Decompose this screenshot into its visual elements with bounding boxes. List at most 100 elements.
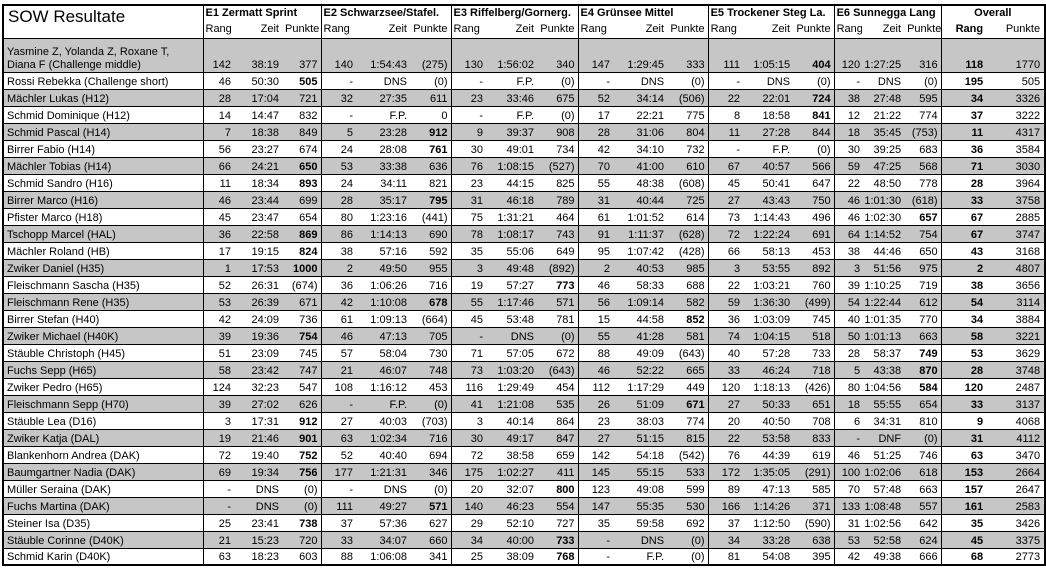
- time-cell: 40:53: [612, 258, 671, 276]
- overall-rank-cell: 71: [940, 156, 992, 174]
- time-cell: 1:08:48: [862, 496, 908, 514]
- points-cell: 690: [413, 224, 452, 242]
- subheader-rang: Rang: [320, 23, 355, 38]
- points-cell: 749: [907, 343, 942, 361]
- time-cell: 1:03:09: [742, 309, 797, 327]
- rank-cell: 100: [833, 462, 863, 480]
- rank-cell: 24: [320, 139, 355, 157]
- time-cell: 14:47: [233, 105, 285, 123]
- rank-cell: 46: [320, 326, 355, 344]
- time-cell: 46:18: [485, 190, 541, 208]
- points-cell: 821: [413, 173, 452, 191]
- time-cell: 23:09: [233, 343, 285, 361]
- time-cell: 40:44: [612, 190, 671, 208]
- time-cell: 44:15: [485, 173, 541, 191]
- time-cell: F.P.: [355, 394, 413, 412]
- table-row: Pfister Marco (H18) 45 23:47 654 80 1:23:16 (4…: [3, 207, 1046, 225]
- points-cell: 341: [413, 547, 452, 565]
- table-row: Fuchs Martina (DAK) - DNS (0) 111 49:27 571 140…: [3, 496, 1046, 514]
- points-cell: 582: [670, 292, 709, 310]
- overall-points-cell: 2773: [991, 547, 1046, 565]
- subheader-punkte: Punkte: [540, 23, 575, 35]
- time-cell: 17:31: [233, 411, 285, 429]
- subheader-rang: Rang: [450, 23, 486, 38]
- time-cell: 1:36:30: [742, 292, 797, 310]
- rank-cell: 32: [320, 88, 355, 106]
- event-header-e1: E1 Zermatt Sprint: [202, 5, 321, 23]
- points-cell: 738: [285, 513, 321, 531]
- points-cell: 603: [285, 547, 321, 565]
- rank-cell: 41: [450, 394, 486, 412]
- time-cell: 24:21: [233, 156, 285, 174]
- points-cell: (0): [907, 428, 942, 446]
- rank-cell: 54: [833, 292, 863, 310]
- time-cell: 58:37: [862, 343, 908, 361]
- points-cell: 554: [540, 496, 579, 514]
- overall-rank-cell: 35: [940, 513, 992, 531]
- rank-cell: 15: [577, 309, 613, 327]
- subheader-rang: Rang: [707, 23, 743, 38]
- points-cell: 675: [540, 88, 579, 106]
- overall-rank-cell: 31: [940, 428, 992, 446]
- rank-cell: 69: [202, 462, 233, 480]
- rank-cell: 52: [202, 275, 233, 293]
- rank-cell: 142: [577, 445, 613, 463]
- points-cell: 453: [796, 241, 835, 259]
- points-cell: (0): [540, 105, 579, 123]
- time-cell: 57:36: [355, 513, 413, 531]
- time-cell: 1:08:17: [485, 224, 541, 242]
- overall-points-cell: 3656: [991, 275, 1046, 293]
- rank-cell: 72: [202, 445, 233, 463]
- time-cell: 50:41: [742, 173, 797, 191]
- time-cell: 26:39: [233, 292, 285, 310]
- rank-cell: 3: [450, 258, 486, 276]
- overall-points-cell: 4317: [991, 122, 1046, 140]
- points-cell: 727: [540, 513, 579, 531]
- time-cell: 31:06: [612, 122, 671, 140]
- rank-cell: 89: [707, 479, 743, 497]
- rank-cell: -: [202, 496, 233, 514]
- time-cell: DNS: [742, 71, 797, 89]
- time-cell: 1:02:30: [862, 207, 908, 225]
- time-cell: 34:10: [612, 139, 671, 157]
- time-cell: 17:04: [233, 88, 285, 106]
- time-cell: 46:07: [355, 360, 413, 378]
- points-cell: (618): [907, 190, 942, 208]
- points-cell: 627: [413, 513, 452, 531]
- points-cell: 810: [907, 411, 942, 429]
- points-cell: 724: [796, 88, 835, 106]
- time-cell: 35:17: [355, 190, 413, 208]
- rank-cell: 145: [577, 462, 613, 480]
- rank-cell: 53: [320, 156, 355, 174]
- time-cell: 44:46: [862, 241, 908, 259]
- time-cell: DNS: [233, 479, 285, 497]
- rank-cell: 55: [577, 173, 613, 191]
- points-cell: 1000: [285, 258, 321, 276]
- points-cell: 568: [907, 156, 942, 174]
- points-cell: 683: [907, 139, 942, 157]
- points-cell: (426): [796, 377, 835, 395]
- time-cell: 51:25: [862, 445, 908, 463]
- points-cell: 654: [907, 394, 942, 412]
- rank-cell: 111: [707, 37, 743, 72]
- points-cell: (628): [670, 224, 709, 242]
- points-cell: 789: [540, 190, 579, 208]
- rank-cell: 76: [707, 445, 743, 463]
- time-cell: 1:22:44: [862, 292, 908, 310]
- overall-points-cell: 505: [991, 71, 1046, 89]
- time-cell: 59:58: [612, 513, 671, 531]
- points-cell: 824: [285, 241, 321, 259]
- rank-cell: 55: [577, 326, 613, 344]
- rank-cell: 28: [833, 343, 863, 361]
- time-cell: 32:07: [485, 479, 541, 497]
- time-cell: 33:46: [485, 88, 541, 106]
- rank-cell: 3: [707, 258, 743, 276]
- time-cell: 1:03:21: [742, 275, 797, 293]
- points-cell: 770: [907, 309, 942, 327]
- points-cell: 614: [670, 207, 709, 225]
- time-cell: 50:33: [742, 394, 797, 412]
- time-cell: DNF: [862, 428, 908, 446]
- subheader-punkte: Punkte: [413, 23, 448, 35]
- time-cell: F.P.: [485, 71, 541, 89]
- points-cell: 566: [796, 156, 835, 174]
